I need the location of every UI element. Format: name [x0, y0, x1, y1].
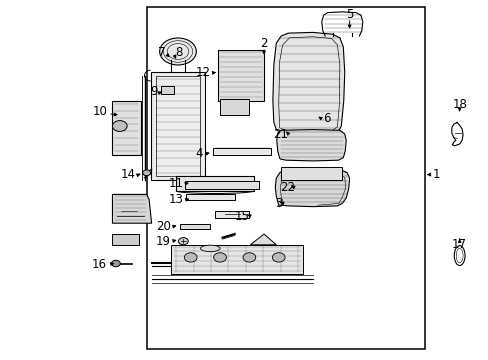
Polygon shape: [281, 167, 342, 180]
Polygon shape: [171, 245, 303, 274]
Polygon shape: [250, 234, 276, 245]
Circle shape: [243, 253, 255, 262]
Polygon shape: [185, 194, 234, 200]
Text: 5: 5: [345, 8, 353, 21]
Text: 19: 19: [156, 235, 171, 248]
Circle shape: [272, 253, 285, 262]
Polygon shape: [215, 211, 249, 218]
Text: 4: 4: [195, 147, 203, 159]
Text: 18: 18: [451, 98, 466, 111]
Polygon shape: [150, 72, 205, 180]
Polygon shape: [275, 169, 349, 207]
Text: 16: 16: [91, 258, 106, 271]
Circle shape: [213, 253, 226, 262]
Text: 3: 3: [275, 197, 282, 210]
Text: 17: 17: [451, 238, 466, 251]
Polygon shape: [276, 130, 346, 161]
Ellipse shape: [200, 245, 220, 252]
Text: 2: 2: [260, 37, 267, 50]
Text: 6: 6: [322, 112, 329, 125]
Bar: [146, 7, 425, 349]
Text: 7: 7: [158, 46, 165, 59]
Polygon shape: [161, 86, 173, 94]
Ellipse shape: [159, 38, 196, 65]
Circle shape: [111, 260, 120, 267]
Text: 21: 21: [273, 129, 288, 141]
Polygon shape: [213, 148, 271, 155]
Circle shape: [142, 170, 150, 176]
Circle shape: [112, 121, 127, 131]
Polygon shape: [217, 50, 264, 101]
Text: 20: 20: [156, 220, 171, 233]
Polygon shape: [184, 181, 259, 189]
Text: 9: 9: [150, 85, 158, 98]
Text: 8: 8: [175, 46, 182, 59]
Text: 1: 1: [432, 168, 439, 181]
Polygon shape: [220, 99, 249, 115]
Polygon shape: [180, 224, 210, 229]
Text: 10: 10: [93, 105, 107, 118]
Polygon shape: [272, 32, 344, 135]
Polygon shape: [112, 234, 139, 245]
Text: 12: 12: [195, 66, 210, 78]
Polygon shape: [176, 176, 254, 191]
Text: 11: 11: [168, 177, 183, 190]
Circle shape: [184, 253, 197, 262]
Polygon shape: [112, 194, 151, 223]
Text: 22: 22: [279, 181, 294, 194]
Text: 14: 14: [121, 168, 136, 181]
Text: 15: 15: [234, 210, 249, 222]
Polygon shape: [112, 101, 141, 155]
Circle shape: [178, 238, 188, 245]
Text: 13: 13: [168, 193, 183, 206]
